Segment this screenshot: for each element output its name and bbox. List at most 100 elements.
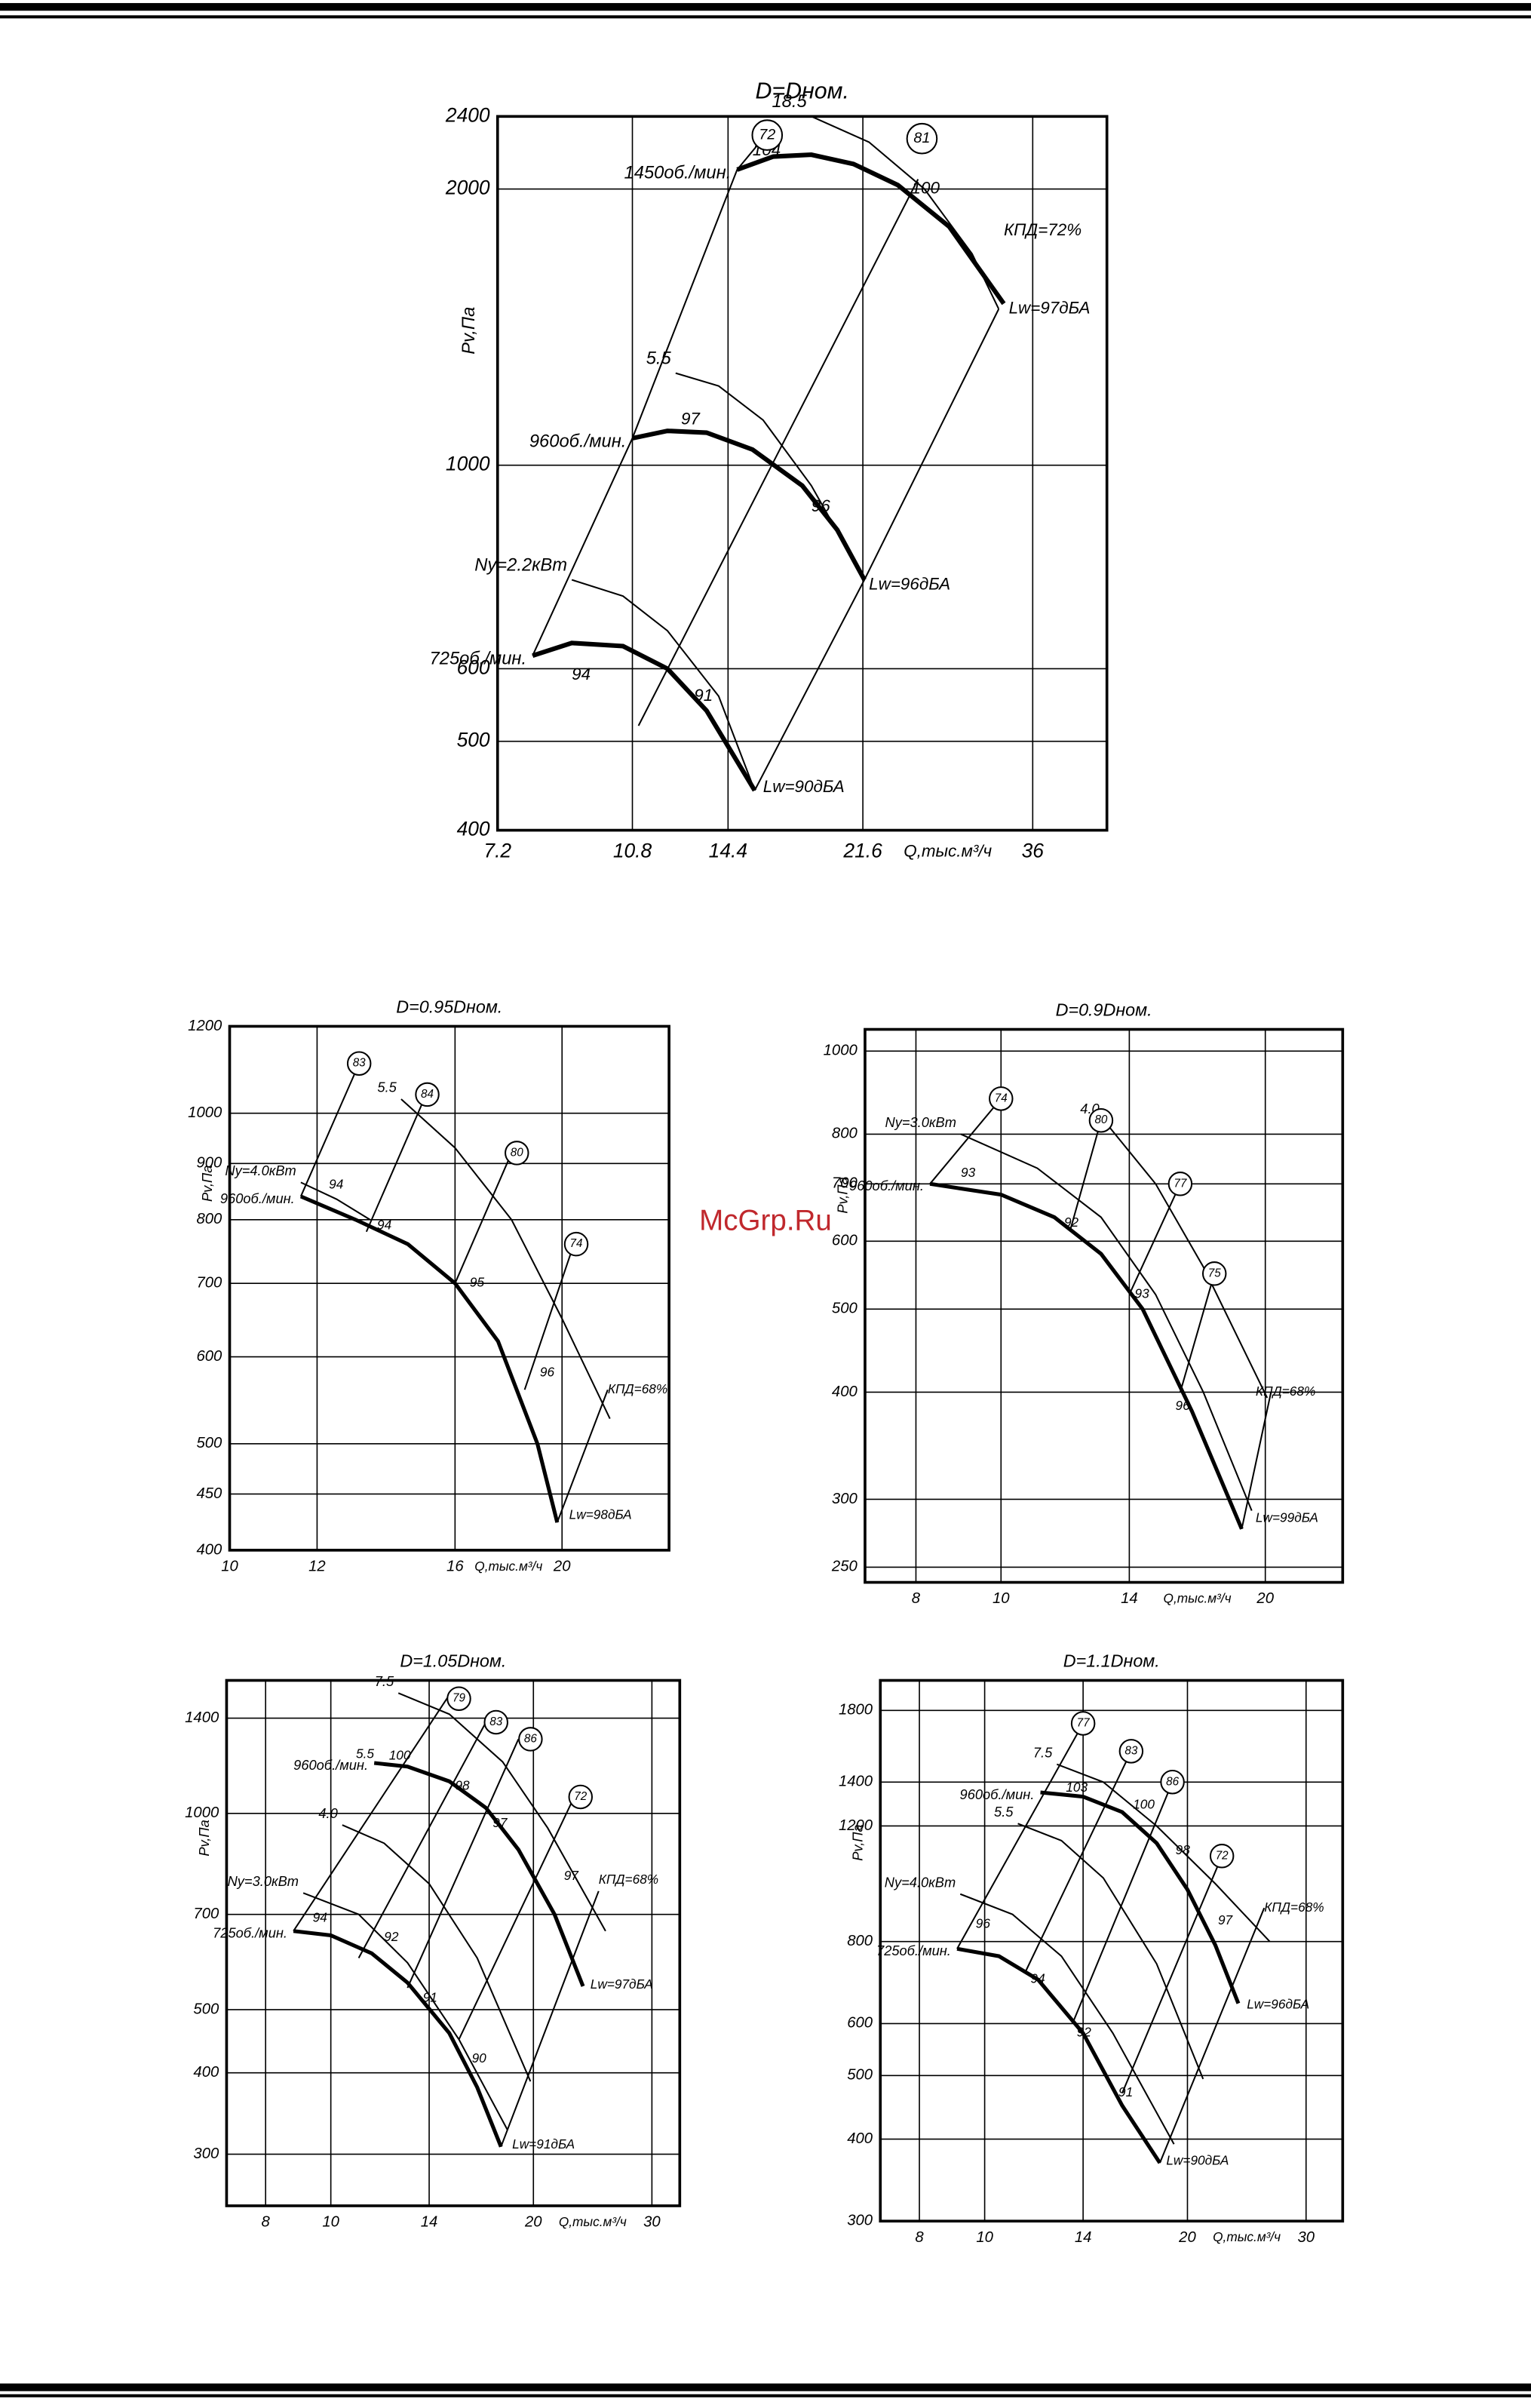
y-tick-label: 600 (457, 656, 490, 678)
annotation: 81 (913, 130, 930, 146)
thin-curve (1179, 1273, 1216, 1393)
annotation: 97 (492, 1815, 508, 1830)
x-tick-label: 20 (524, 2214, 542, 2231)
efficiency-badge (415, 1082, 440, 1107)
efficiency-badge (989, 1086, 1014, 1111)
y-tick-label: 500 (196, 1435, 222, 1451)
annotation: 94 (313, 1910, 327, 1925)
efficiency-badge (505, 1141, 529, 1166)
series-label: 5.5 (994, 1804, 1014, 1820)
series-label: Ny=4.0кВт (885, 1874, 956, 1890)
efficiency-badge (1209, 1844, 1235, 1869)
thin-curve (1056, 1763, 1271, 1943)
thin-curve (1017, 1823, 1204, 2080)
annotation: 98 (1176, 1842, 1191, 1857)
annotation: Lw=90дБА (763, 777, 845, 796)
y-tick-label: 400 (832, 1384, 858, 1400)
y-tick-label: 2000 (445, 177, 490, 199)
x-tick-label: 10.8 (613, 840, 652, 862)
series-label: 725об./мин. (213, 1925, 287, 1941)
thin-curve (1128, 1183, 1181, 1295)
y-tick-label: 500 (847, 2067, 873, 2084)
annotation: Lw=98дБА (569, 1507, 632, 1522)
x-tick-label: 8 (915, 2229, 924, 2246)
annotation: Lw=91дБА (512, 2136, 575, 2152)
performance-curve (956, 1946, 1162, 2164)
annotation: 90 (472, 2050, 487, 2066)
y-tick-label: 1200 (839, 1817, 873, 1834)
thin-curve (407, 1738, 520, 1989)
y-tick-label: 500 (193, 2001, 219, 2017)
x-tick-label: 12 (308, 1559, 326, 1575)
annotation: 100 (1133, 1797, 1155, 1812)
series-label: Ny=3.0кВт (228, 1873, 299, 1889)
series-label: 5.5 (377, 1080, 397, 1095)
chart: D=Dном. 400 500 600 1000 2000 2400 7.2 10.8 14.4 2… (430, 79, 1109, 862)
annotation: Lw=96дБА (1247, 1997, 1309, 2012)
thin-curve (400, 1098, 611, 1420)
efficiency-badge (346, 1051, 372, 1076)
y-tick-label: 900 (196, 1155, 222, 1172)
annotation: 84 (421, 1088, 434, 1101)
series-label: 725об./мин. (876, 1943, 951, 1958)
efficiency-badge (1118, 1739, 1144, 1764)
thin-curve (300, 1181, 371, 1221)
annotation: 94 (572, 665, 591, 683)
y-tick-label: 300 (832, 1491, 858, 1507)
thin-curve (1158, 1907, 1266, 2164)
annotation: 96 (812, 496, 830, 515)
x-tick-label: 36 (1022, 840, 1045, 862)
top-rule (0, 15, 1531, 19)
annotation: 72 (1216, 1849, 1229, 1862)
plot-frame (864, 1027, 1345, 1584)
thin-curve (1024, 1750, 1132, 1972)
annotation: Lw=97дБА (591, 1976, 653, 1992)
chart-title: D=0.9Dном. (1056, 1000, 1152, 1019)
chart-title: D=0.95Dном. (396, 997, 502, 1016)
annotation: 95 (470, 1275, 485, 1290)
y-tick-label: 1000 (446, 453, 490, 475)
annotation: 80 (511, 1146, 523, 1159)
y-tick-label: 500 (832, 1301, 858, 1317)
annotation: 93 (961, 1165, 976, 1180)
x-axis-label: Q,тыс.м³/ч (1164, 1590, 1232, 1605)
series-label: Ny=2.2кВт (474, 554, 567, 575)
annotation: 96 (540, 1365, 555, 1380)
annotation: КПД=72% (1004, 220, 1082, 239)
efficiency-badge (751, 119, 784, 151)
series-label: 1450об./мин. (624, 162, 732, 183)
x-tick-label: 10 (993, 1590, 1010, 1607)
efficiency-badge (568, 1784, 593, 1810)
annotation: 79 (453, 1692, 465, 1705)
annotation: 94 (329, 1177, 343, 1192)
efficiency-badge (1160, 1770, 1185, 1795)
y-tick-label: 500 (457, 729, 490, 751)
y-tick-label: 300 (193, 2145, 219, 2162)
annotation: 93 (1135, 1286, 1150, 1301)
x-tick-label: 16 (446, 1559, 464, 1575)
annotation: Lw=97дБА (1009, 299, 1091, 318)
thin-curve (675, 372, 866, 581)
thin-curve (302, 1892, 508, 2130)
annotation: 86 (524, 1732, 537, 1745)
thin-curve (500, 1890, 600, 2148)
y-tick-label: 600 (196, 1348, 222, 1365)
annotation: 83 (353, 1057, 366, 1070)
annotation: 5.5 (356, 1746, 374, 1761)
chart: D=1.05Dном. 300 400 500 700 1000 1400 8 10 14 20 30… (185, 1651, 682, 2231)
y-tick-label: 1800 (839, 1702, 873, 1718)
annotation: 100 (912, 179, 940, 198)
bottom-rule (0, 2383, 1531, 2391)
thin-curve (811, 115, 1000, 310)
y-axis-label: Pv,Па (459, 307, 479, 355)
top-rule (0, 3, 1531, 11)
thin-curve (1069, 1120, 1102, 1230)
x-tick-label: 30 (643, 2214, 661, 2231)
thin-curve (454, 1153, 513, 1284)
thin-curve (571, 579, 756, 791)
series-label: Ny=4.0кВт (225, 1163, 296, 1178)
thin-curve (397, 1692, 606, 1932)
thin-curve (1121, 1855, 1223, 2094)
annotation: 96 (976, 1915, 991, 1930)
